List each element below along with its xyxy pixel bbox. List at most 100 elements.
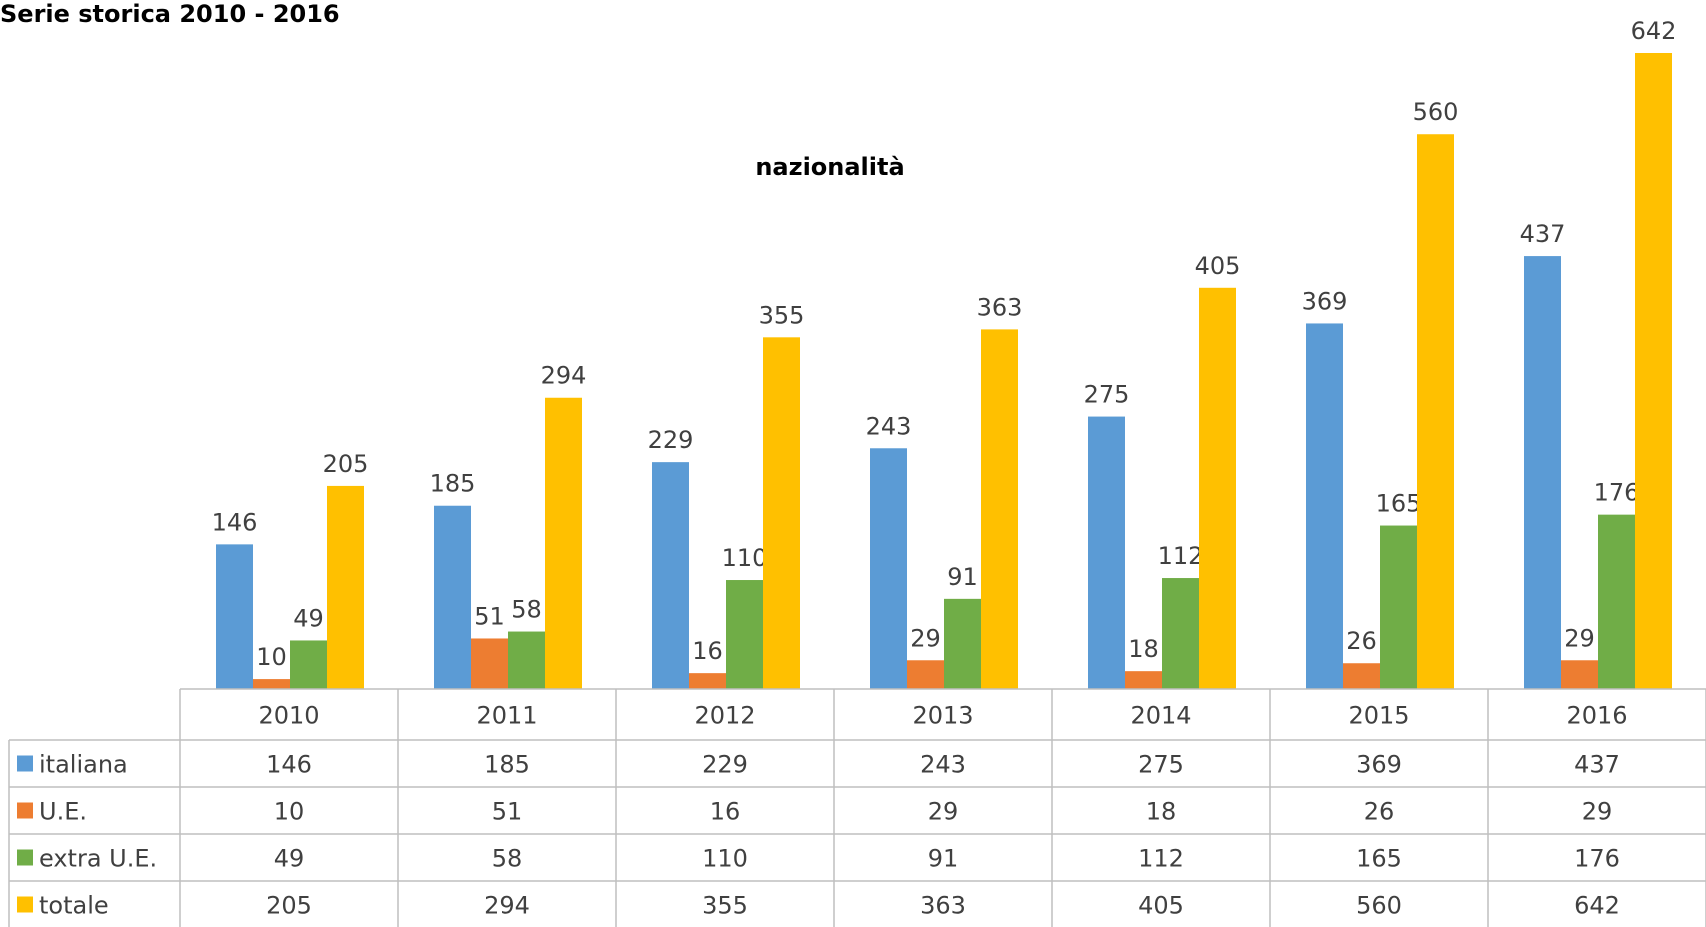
data-label: 176: [1594, 479, 1640, 507]
bar: [1598, 514, 1635, 689]
bar: [1380, 525, 1417, 689]
bar: [1088, 416, 1125, 689]
data-label: 26: [1346, 627, 1377, 655]
data-label: 51: [474, 602, 505, 630]
data-label: 10: [256, 643, 287, 671]
table-cell: 243: [920, 751, 966, 779]
table-cell: 176: [1574, 845, 1620, 873]
data-label: 355: [759, 301, 805, 329]
table-cell: 369: [1356, 751, 1402, 779]
table-cell: 165: [1356, 845, 1402, 873]
bar: [471, 638, 508, 689]
table-cell: 18: [1146, 798, 1177, 826]
table-cell: 51: [492, 798, 523, 826]
bar: [763, 337, 800, 689]
bar: [1125, 671, 1162, 689]
table-cell: 185: [484, 751, 530, 779]
bar: [981, 329, 1018, 689]
table-cell: 205: [266, 892, 312, 920]
data-label: 91: [947, 563, 978, 591]
data-label: 275: [1084, 381, 1130, 409]
data-label: 243: [866, 412, 912, 440]
legend-label: U.E.: [39, 798, 87, 826]
table-cell: 10: [274, 798, 305, 826]
bar: [689, 673, 726, 689]
table-cell: 642: [1574, 892, 1620, 920]
table-cell: 29: [928, 798, 959, 826]
data-label: 16: [692, 637, 723, 665]
x-tick-label: 2013: [912, 702, 973, 730]
table-cell: 355: [702, 892, 748, 920]
legend-swatch: [17, 896, 33, 913]
data-label: 437: [1520, 220, 1566, 248]
data-label: 205: [323, 450, 369, 478]
data-label: 229: [648, 426, 694, 454]
bar: [327, 485, 364, 689]
legend-label: extra U.E.: [39, 845, 157, 873]
table-cell: 437: [1574, 751, 1620, 779]
table-cell: 49: [274, 845, 305, 873]
x-tick-label: 2016: [1566, 702, 1627, 730]
data-label: 363: [977, 293, 1023, 321]
bar: [1635, 53, 1672, 689]
table-cell: 146: [266, 751, 312, 779]
bar: [290, 640, 327, 689]
table-cell: 112: [1138, 845, 1184, 873]
legend-label: italiana: [39, 751, 128, 779]
bar: [1162, 578, 1199, 689]
data-label: 165: [1376, 490, 1422, 518]
data-label: 29: [910, 624, 941, 652]
table-cell: 29: [1582, 798, 1613, 826]
data-label: 185: [430, 470, 476, 498]
legend-swatch: [17, 849, 33, 866]
data-label: 294: [541, 362, 587, 390]
bar: [726, 580, 763, 689]
legend-swatch: [17, 802, 33, 819]
table-cell: 229: [702, 751, 748, 779]
data-label: 369: [1302, 287, 1348, 315]
table-cell: 110: [702, 845, 748, 873]
bar: [253, 679, 290, 689]
table-cell: 294: [484, 892, 530, 920]
bar: [907, 660, 944, 689]
bar: [1561, 660, 1598, 689]
legend-label: totale: [39, 892, 109, 920]
chart-title: nazionalità: [755, 153, 904, 181]
bar: [1524, 256, 1561, 689]
x-tick-label: 2014: [1130, 702, 1191, 730]
data-label: 405: [1195, 252, 1241, 280]
bar: [1343, 663, 1380, 689]
data-label: 642: [1631, 17, 1677, 45]
data-label: 146: [212, 508, 258, 536]
data-label: 29: [1564, 624, 1595, 652]
x-tick-label: 2012: [694, 702, 755, 730]
table-cell: 91: [928, 845, 959, 873]
data-label: 110: [722, 544, 768, 572]
data-label: 112: [1158, 542, 1204, 570]
data-label: 58: [511, 596, 542, 624]
table-cell: 26: [1364, 798, 1395, 826]
table-cell: 58: [492, 845, 523, 873]
table-cell: 405: [1138, 892, 1184, 920]
bar: [434, 505, 471, 689]
table-cell: 363: [920, 892, 966, 920]
table-cell: 560: [1356, 892, 1402, 920]
bar: [508, 631, 545, 689]
data-label: 560: [1413, 98, 1459, 126]
page-heading: Serie storica 2010 - 2016: [0, 0, 340, 28]
bar: [870, 448, 907, 689]
bar: [216, 544, 253, 689]
table-cell: 16: [710, 798, 741, 826]
legend-swatch: [17, 755, 33, 772]
x-tick-label: 2010: [258, 702, 319, 730]
x-tick-label: 2011: [476, 702, 537, 730]
bar: [1199, 287, 1236, 689]
data-label: 18: [1128, 635, 1159, 663]
bar: [1417, 134, 1454, 689]
bar: [1306, 323, 1343, 689]
bar: [545, 397, 582, 689]
bar: [944, 598, 981, 689]
table-cell: 275: [1138, 751, 1184, 779]
